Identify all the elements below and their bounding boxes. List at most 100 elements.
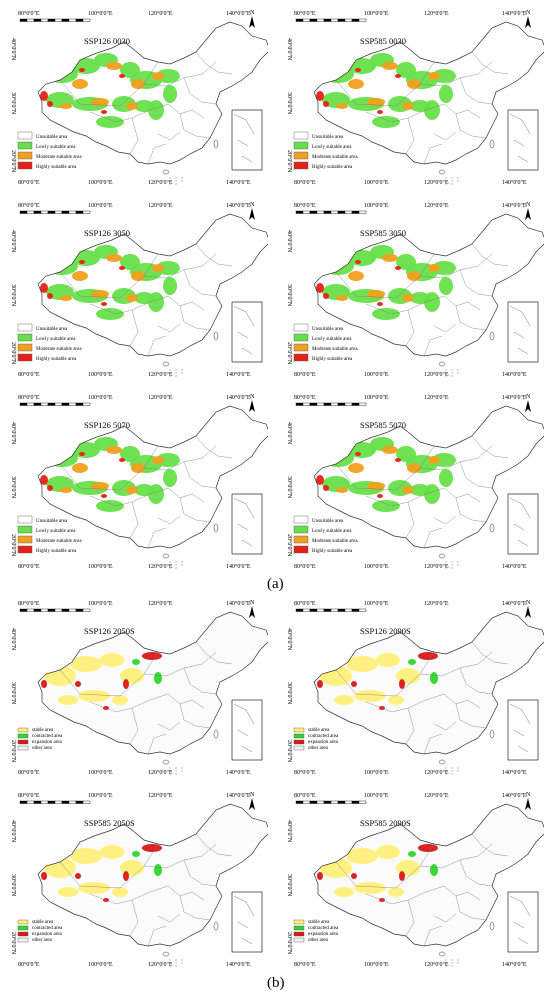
legend-swatch (17, 545, 33, 554)
country-border (313, 803, 544, 947)
scale-bar-segment (309, 402, 318, 406)
latitude-label: 40°0'0"N (286, 628, 293, 651)
longitude-label-top: 80°0'0"E (18, 394, 40, 401)
moderate-area-patch (152, 72, 164, 80)
latitude-label: 30°0'0"N (286, 92, 293, 115)
scale-bar-segment (309, 608, 318, 612)
moderate-area-patch (72, 271, 88, 281)
map-svg: 80°0'0"E 100°0'0"E 120°0'0"E 140°0'0"E 80°0'… (282, 8, 544, 186)
island-dot (445, 180, 447, 182)
country-border (37, 405, 268, 549)
latitude-label: 30°0'0"N (286, 874, 293, 897)
island-dot (445, 369, 447, 371)
scale-bar-segment (75, 18, 84, 22)
longitude-label-bottom: 100°0'0"E (364, 769, 389, 776)
scale-bar-segment (344, 800, 353, 804)
province-border (195, 51, 233, 75)
island-dot (169, 177, 171, 179)
north-arrow-icon: N (525, 394, 531, 412)
stable-area-patch (112, 695, 128, 705)
scale-bar-segment (40, 608, 49, 612)
province-border (455, 703, 487, 729)
island (489, 523, 495, 533)
inset-frame (231, 699, 263, 761)
expansion-area-patch (317, 680, 323, 688)
province-border (59, 651, 159, 697)
stable-area-patch (100, 845, 124, 859)
moderate-area-patch (336, 487, 348, 493)
scale-bar-segment (82, 402, 91, 406)
scale-bar (19, 18, 91, 22)
high-area-patch (79, 68, 85, 72)
inset-coastline (233, 113, 255, 163)
north-arrow-shape (525, 16, 531, 28)
island (213, 331, 219, 341)
legend-label: Moderate suitable area (36, 155, 82, 160)
expansion-area-patch (41, 872, 47, 880)
inset-coastline (233, 305, 255, 355)
province-border (167, 295, 205, 311)
scale-bar-segment (316, 608, 325, 612)
longitude-label-bottom: 120°0'0"E (148, 769, 173, 776)
expansion-area-patch (351, 681, 357, 687)
scale-bar-segment (302, 402, 311, 406)
moderate-area-patch (367, 98, 385, 106)
longitude-label-top: 140°0'0"E (502, 792, 527, 799)
scale-bar-segment (75, 402, 84, 406)
legend-label: Highly suitable area (312, 549, 353, 554)
longitude-label-top: 140°0'0"E (226, 202, 251, 209)
longitude-label-top: 120°0'0"E (148, 202, 173, 209)
island-dot (445, 962, 447, 964)
country-border (313, 21, 544, 165)
island-dot (169, 959, 171, 961)
province-border (335, 651, 435, 697)
scale-bar-segment (351, 800, 360, 804)
legend-label: Lowly suitable area (36, 145, 76, 150)
high-area-patch (40, 475, 48, 485)
scale-bar-segment (330, 608, 339, 612)
island-dot (451, 567, 453, 569)
island-dot (169, 773, 171, 775)
subfigure-label-a: (a) (267, 576, 284, 592)
low-area-patch (156, 69, 180, 83)
expansion-area-patch (351, 873, 357, 879)
island-dot (175, 375, 177, 377)
low-area-patch (424, 292, 440, 312)
legend-label: stable area (32, 728, 54, 733)
low-area-patch (156, 261, 180, 275)
moderate-area-patch (60, 295, 72, 301)
panel-title: SSP126 3050 (84, 228, 130, 238)
scale-bar-segment (358, 18, 367, 22)
province-border (183, 667, 217, 695)
scale-bar-segment (68, 210, 77, 214)
contracted-area-patch (154, 864, 162, 876)
china-map (313, 611, 544, 775)
legend-label: expansion area (32, 740, 63, 745)
moderate-area-patch (402, 294, 414, 302)
moderate-area-patch (126, 294, 138, 302)
island (489, 921, 495, 931)
province-border (423, 335, 443, 357)
province-border (179, 305, 211, 331)
legend: Unsuitable area Lowly suitable area Modera… (293, 323, 358, 362)
island-dot (175, 567, 177, 569)
expansion-area-patch (75, 681, 81, 687)
island-dot (457, 962, 459, 964)
province-border (167, 103, 205, 119)
longitude-label-bottom: 100°0'0"E (88, 961, 113, 968)
scale-bar-segment (302, 210, 311, 214)
moderate-area-patch (152, 456, 164, 464)
longitude-label-top: 120°0'0"E (424, 202, 449, 209)
island-dot (445, 767, 447, 769)
north-arrow-shape (525, 606, 531, 618)
north-arrow-shape (249, 16, 255, 28)
stable-area-patch (354, 690, 386, 702)
province-border (459, 667, 493, 695)
moderate-area-patch (72, 463, 88, 473)
island-dot (175, 183, 177, 185)
province-border (423, 733, 443, 755)
longitude-label-top: 100°0'0"E (364, 10, 389, 17)
island-dot (175, 773, 177, 775)
scale-bar (295, 608, 367, 612)
